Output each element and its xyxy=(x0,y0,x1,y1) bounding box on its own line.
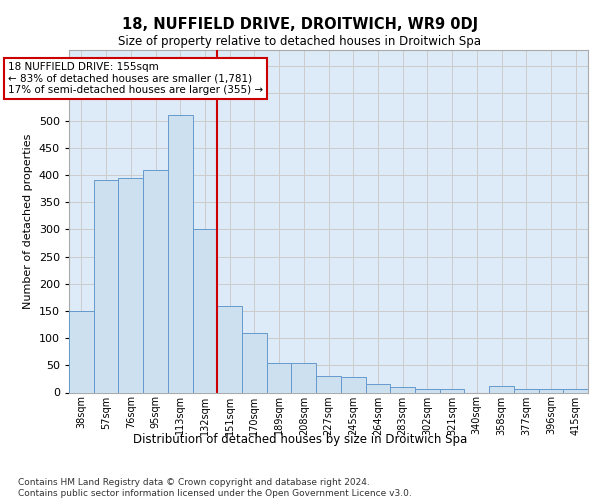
Bar xyxy=(118,178,143,392)
Bar xyxy=(563,388,588,392)
Text: 18 NUFFIELD DRIVE: 155sqm
← 83% of detached houses are smaller (1,781)
17% of se: 18 NUFFIELD DRIVE: 155sqm ← 83% of detac… xyxy=(8,62,263,95)
Bar xyxy=(514,388,539,392)
Bar xyxy=(341,378,365,392)
Bar xyxy=(539,388,563,392)
Bar xyxy=(415,388,440,392)
Bar xyxy=(217,306,242,392)
Bar xyxy=(69,311,94,392)
Bar xyxy=(316,376,341,392)
Bar xyxy=(390,387,415,392)
Bar xyxy=(94,180,118,392)
Bar xyxy=(489,386,514,392)
Bar xyxy=(267,362,292,392)
Text: 18, NUFFIELD DRIVE, DROITWICH, WR9 0DJ: 18, NUFFIELD DRIVE, DROITWICH, WR9 0DJ xyxy=(122,18,478,32)
Bar xyxy=(193,230,217,392)
Text: Size of property relative to detached houses in Droitwich Spa: Size of property relative to detached ho… xyxy=(119,35,482,48)
Bar xyxy=(143,170,168,392)
Bar xyxy=(242,332,267,392)
Bar xyxy=(168,115,193,392)
Bar xyxy=(440,388,464,392)
Bar xyxy=(292,362,316,392)
Bar xyxy=(365,384,390,392)
Text: Distribution of detached houses by size in Droitwich Spa: Distribution of detached houses by size … xyxy=(133,432,467,446)
Y-axis label: Number of detached properties: Number of detached properties xyxy=(23,134,33,309)
Text: Contains HM Land Registry data © Crown copyright and database right 2024.
Contai: Contains HM Land Registry data © Crown c… xyxy=(18,478,412,498)
